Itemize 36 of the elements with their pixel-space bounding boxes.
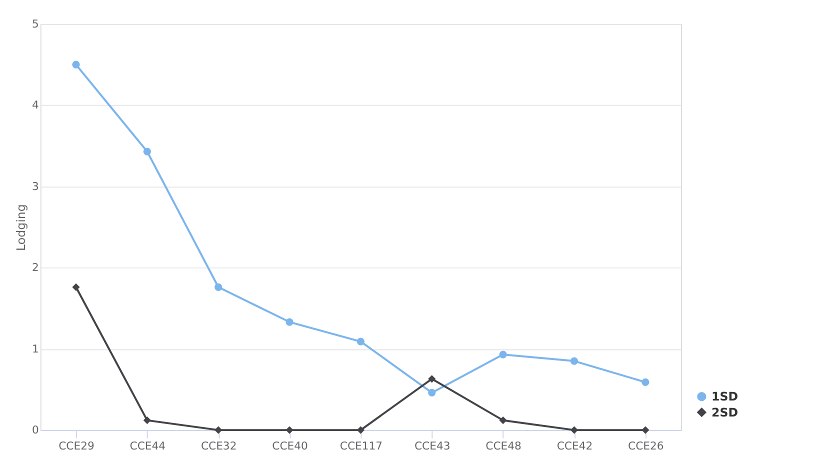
y-tick-label: 1 xyxy=(32,342,39,356)
point xyxy=(143,148,151,156)
point xyxy=(428,375,436,383)
x-tick-label: CCE44 xyxy=(130,439,166,452)
point xyxy=(72,60,80,68)
point xyxy=(570,357,578,365)
x-tick-label: CCE40 xyxy=(272,439,308,452)
point xyxy=(143,416,151,424)
point xyxy=(214,426,222,434)
x-tick-label: CCE32 xyxy=(200,439,237,452)
x-tick-label: CCE43 xyxy=(414,439,450,452)
point xyxy=(428,388,436,397)
y-tick-label: 3 xyxy=(32,180,40,193)
point xyxy=(286,318,294,326)
point xyxy=(214,283,222,291)
x-tick-label: CCE42 xyxy=(556,439,593,452)
y-tick-label: 0 xyxy=(32,424,40,437)
point xyxy=(286,426,294,434)
legend-label: 2SD xyxy=(712,405,738,420)
x-tick-label: CCE117 xyxy=(340,439,383,452)
point xyxy=(642,426,650,434)
x-tick-label: CCE48 xyxy=(486,439,522,452)
y-tick-label: 5 xyxy=(32,17,39,30)
point xyxy=(356,338,365,346)
y-tick-label: 2 xyxy=(32,261,39,274)
x-tick-label: CCE26 xyxy=(628,439,664,452)
x-tick-label: CCE29 xyxy=(58,439,94,452)
point xyxy=(570,426,578,434)
y-tick-label: 4 xyxy=(32,98,40,112)
y-axis-title: Lodging xyxy=(14,204,28,251)
point xyxy=(499,416,507,424)
point xyxy=(642,378,650,386)
point xyxy=(72,283,80,291)
point xyxy=(499,350,507,358)
point xyxy=(356,426,365,434)
legend-label: 1SD xyxy=(712,389,738,404)
